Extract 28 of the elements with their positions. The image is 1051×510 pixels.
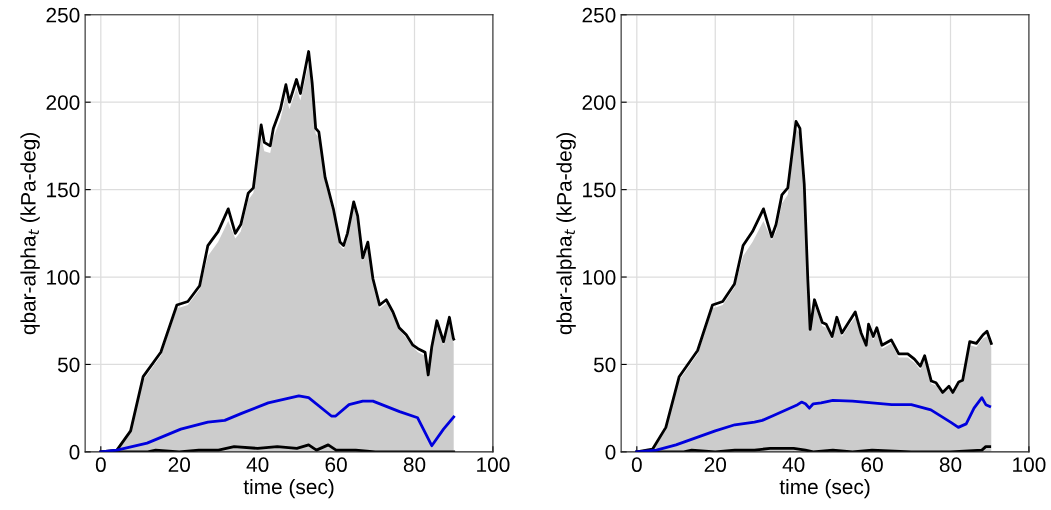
y-tick-label: 100 (583, 270, 616, 285)
x-tick-label: 0 (631, 457, 642, 473)
x-tick-label: 20 (168, 457, 191, 473)
y-axis-title: qbar-alpha$_{t}$ (kPa-deg) (556, 133, 576, 335)
y-tick-label: 200 (582, 95, 616, 110)
x-tick-label: 100 (1013, 457, 1046, 473)
y-tick-label: 150 (583, 182, 616, 198)
y-tick-label: 250 (582, 7, 616, 23)
x-tick-label: 40 (246, 457, 269, 473)
x-tick-label: 80 (403, 457, 426, 473)
y-tick-label: 0 (69, 444, 80, 460)
y-axis-title: qbar-alpha$_{t}$ (kPa-deg) (20, 133, 40, 335)
x-tick-label: 20 (704, 457, 727, 473)
x-tick-label: 100 (477, 457, 510, 473)
y-tick-label: 50 (57, 357, 80, 373)
x-axis-title: time (sec) (779, 478, 870, 499)
y-tick-label: 100 (47, 270, 80, 285)
x-tick-label: 0 (95, 457, 106, 473)
y-tick-label: 250 (46, 7, 80, 23)
x-tick-label: 60 (325, 457, 347, 473)
x-axis-title: time (sec) (243, 478, 334, 499)
y-tick-label: 0 (605, 444, 616, 460)
x-tick-label: 80 (939, 457, 962, 473)
x-tick-label: 40 (782, 457, 805, 473)
y-tick-label: 50 (593, 357, 616, 373)
y-tick-label: 200 (46, 95, 80, 110)
y-tick-label: 150 (47, 182, 80, 198)
x-tick-label: 60 (861, 457, 883, 473)
